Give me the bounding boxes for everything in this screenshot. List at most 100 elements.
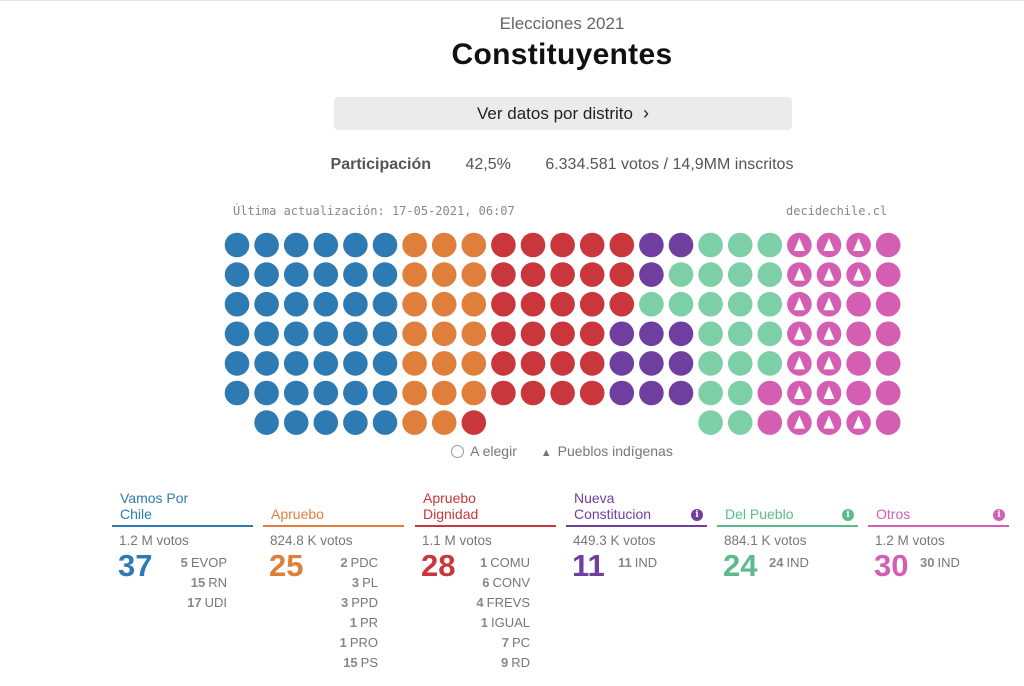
sub-party-item: 9 RD bbox=[460, 653, 530, 673]
seat-green bbox=[757, 232, 783, 258]
last-updated: Última actualización: 17-05-2021, 06:07 bbox=[233, 204, 515, 218]
seat-blue bbox=[343, 262, 368, 287]
seat-green bbox=[757, 321, 783, 347]
indigenous-seat-icon bbox=[793, 326, 805, 340]
sub-party-seats: 30 bbox=[920, 555, 935, 570]
sub-party-seats: 1 bbox=[349, 615, 357, 630]
legend-indigenous: Pueblos indígenas bbox=[557, 443, 673, 459]
seat-green bbox=[668, 291, 694, 317]
seat-orange bbox=[402, 291, 427, 317]
chevron-right-icon: › bbox=[642, 103, 649, 123]
seat-green bbox=[727, 351, 753, 376]
seat-purple bbox=[639, 351, 664, 376]
sub-party-item: 5 EVOP bbox=[157, 553, 227, 573]
seat-pink bbox=[875, 410, 901, 435]
site-link[interactable]: decidechile.cl bbox=[786, 204, 888, 218]
sub-party-item: 17 UDI bbox=[157, 593, 227, 613]
sub-party-name: CONV bbox=[492, 575, 530, 590]
sub-party-item: 11 IND bbox=[618, 553, 657, 573]
seat-orange bbox=[402, 380, 427, 406]
seat-blue bbox=[224, 262, 250, 287]
party-seats-block: 24 24 IND bbox=[717, 548, 858, 668]
seat-blue bbox=[254, 262, 279, 287]
sub-party-name: FREVS bbox=[486, 595, 530, 610]
party-seat-count: 28 bbox=[421, 548, 456, 583]
seat-blue bbox=[343, 291, 368, 317]
seat-green bbox=[727, 291, 753, 317]
seat-red bbox=[550, 351, 575, 376]
participation-detail: 6.334.581 votos / 14,9MM inscritos bbox=[545, 156, 794, 173]
sub-party-name: PPD bbox=[351, 595, 378, 610]
sub-party-seats: 3 bbox=[351, 575, 360, 590]
seat-blue bbox=[254, 380, 279, 406]
seat-blue bbox=[224, 291, 250, 317]
seat-green bbox=[698, 321, 723, 347]
seat-pink bbox=[846, 321, 871, 347]
seat-red bbox=[609, 232, 635, 258]
indigenous-seat-icon bbox=[793, 386, 805, 399]
sub-party-item: 6 CONV bbox=[460, 573, 530, 593]
seat-red bbox=[520, 262, 546, 287]
indigenous-seat-icon bbox=[853, 415, 865, 429]
party-name: Del Pueblo bbox=[725, 506, 794, 522]
seat-blue bbox=[313, 232, 339, 258]
sub-party-item: 1 COMU bbox=[460, 553, 530, 573]
seat-blue bbox=[254, 321, 279, 347]
sub-party-list: 24 IND bbox=[769, 553, 809, 573]
seat-blue bbox=[313, 262, 339, 287]
seat-orange bbox=[431, 410, 457, 435]
indigenous-seat-icon bbox=[793, 415, 805, 429]
seat-pink bbox=[875, 291, 901, 317]
participation-row: Participación 42,5% 6.334.581 votos / 14… bbox=[0, 156, 1024, 174]
seat-pink bbox=[875, 262, 901, 287]
seat-green bbox=[698, 262, 723, 287]
sub-party-name: IGUAL bbox=[490, 615, 530, 630]
sub-party-seats: 1 bbox=[339, 635, 347, 650]
indigenous-seat-icon bbox=[823, 326, 835, 340]
seat-blue bbox=[254, 232, 279, 258]
seat-blue bbox=[224, 380, 250, 406]
info-icon[interactable]: i bbox=[842, 509, 854, 521]
seat-orange bbox=[431, 262, 457, 287]
indigenous-seat-icon bbox=[853, 238, 865, 251]
district-data-button[interactable]: Ver datos por distrito › bbox=[334, 97, 792, 130]
seat-red bbox=[579, 291, 605, 317]
seat-red bbox=[579, 262, 605, 287]
seat-orange bbox=[461, 351, 487, 376]
sub-party-seats: 4 bbox=[476, 595, 484, 610]
indigenous-seat-icon bbox=[823, 386, 835, 399]
party-divider bbox=[868, 525, 1009, 527]
sub-party-item: 7 PC bbox=[460, 633, 530, 653]
info-icon[interactable]: i bbox=[691, 509, 703, 521]
party-votes: 1.1 M votos bbox=[422, 533, 492, 548]
seat-purple bbox=[609, 380, 635, 406]
party-column: Otros i 1.2 M votos 30 30 IND bbox=[868, 486, 1009, 668]
indigenous-seat-icon bbox=[823, 415, 835, 429]
indigenous-seat-icon bbox=[823, 356, 835, 370]
info-icon[interactable]: i bbox=[993, 509, 1005, 521]
sub-party-name: IND bbox=[786, 555, 809, 570]
sub-party-item: 30 IND bbox=[920, 553, 960, 573]
seat-red bbox=[550, 380, 575, 406]
seat-blue bbox=[283, 380, 309, 406]
sub-party-seats: 3 bbox=[341, 595, 349, 610]
seat-purple bbox=[668, 380, 694, 406]
seat-green bbox=[698, 291, 723, 317]
seat-red bbox=[550, 321, 575, 347]
sub-party-item: 15 PS bbox=[308, 653, 378, 673]
party-seats-block: 30 30 IND bbox=[868, 548, 1009, 668]
seat-pink bbox=[846, 351, 871, 376]
sub-party-item: 1 PRO bbox=[308, 633, 378, 653]
party-header: Apruebo Dignidad bbox=[415, 486, 556, 525]
party-votes: 824.8 K votos bbox=[270, 533, 353, 548]
sub-party-name: RD bbox=[511, 655, 530, 670]
party-column: Nueva Constitucion i 449.3 K votos 11 11 IND bbox=[566, 486, 707, 668]
page-title: Constituyentes bbox=[451, 38, 673, 71]
sub-party-name: PRO bbox=[349, 635, 378, 650]
seat-purple bbox=[639, 262, 664, 287]
sub-party-seats: 9 bbox=[500, 655, 509, 670]
party-column: Del Pueblo i 884.1 K votos 24 24 IND bbox=[717, 486, 858, 668]
seat-green bbox=[698, 351, 723, 376]
party-seat-count: 11 bbox=[572, 548, 605, 583]
sub-party-list: 1 COMU 6 CONV 4 FREVS 1 IGUAL 7 PC 9 RD bbox=[460, 553, 530, 673]
